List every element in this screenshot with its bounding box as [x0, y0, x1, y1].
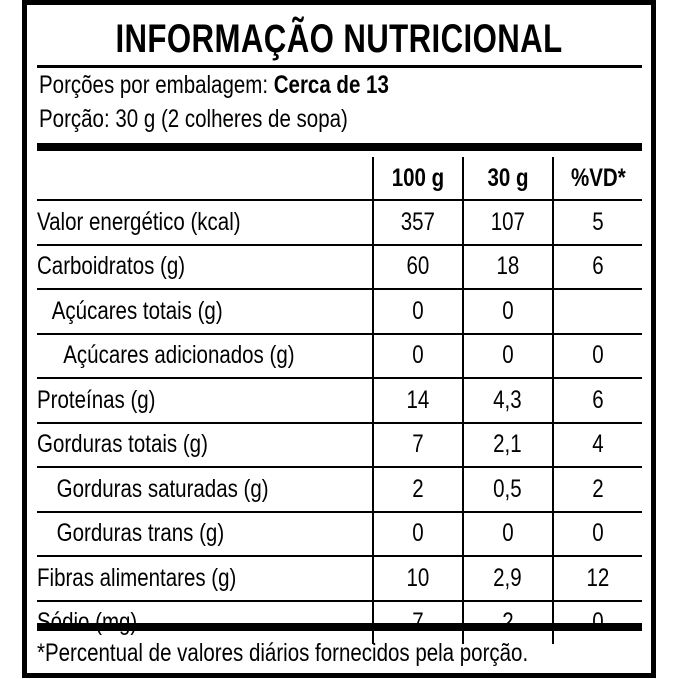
value-30g: 2,1 [461, 421, 553, 467]
value-30g: 0 [461, 332, 553, 378]
table-row: Fibras alimentares (g) 10 2,9 12 [37, 555, 642, 601]
value-daily-percent: 6 [551, 243, 642, 289]
servings-value: Cerca de 13 [273, 71, 389, 99]
value-100g: 10 [371, 555, 463, 601]
nutrient-label: Gorduras trans (g) [37, 510, 373, 556]
table-header: 100 g 30 g %VD* [37, 157, 642, 200]
value-daily-percent: 12 [551, 555, 642, 601]
value-30g: 0 [461, 288, 553, 334]
nutrition-facts-label: INFORMAÇÃO NUTRICIONAL Porções por embal… [22, 0, 656, 678]
value-daily-percent: 4 [551, 421, 642, 467]
value-100g: 7 [371, 599, 463, 644]
value-30g: 0,5 [461, 466, 553, 512]
nutrient-label: Açúcares totais (g) [37, 288, 373, 334]
value-100g: 357 [371, 199, 463, 245]
table-row: Gorduras saturadas (g) 2 0,5 2 [37, 466, 642, 512]
table-row: Carboidratos (g) 60 18 6 [37, 243, 642, 289]
value-30g: 4,3 [461, 377, 553, 423]
nutrient-label: Gorduras totais (g) [37, 421, 373, 467]
portion-size: Porção: 30 g (2 colheres de sopa) [39, 105, 348, 133]
value-100g: 0 [371, 288, 463, 334]
nutrient-label: Sódio (mg) [37, 599, 373, 644]
nutrient-label: Gorduras saturadas (g) [37, 466, 373, 512]
value-daily-percent: 0 [551, 510, 642, 556]
value-daily-percent: 0 [551, 332, 642, 378]
servings-label: Porções por embalagem: [39, 71, 274, 99]
value-100g: 0 [371, 332, 463, 378]
value-daily-percent: 0 [551, 599, 642, 644]
nutrient-label: Carboidratos (g) [37, 243, 373, 289]
column-header: %VD* [551, 157, 642, 200]
divider-thick [37, 143, 642, 151]
value-100g: 0 [371, 510, 463, 556]
value-30g: 2,9 [461, 555, 553, 601]
divider-thick [37, 623, 642, 631]
nutrient-label: Proteínas (g) [37, 377, 373, 423]
table-row: Valor energético (kcal) 357 107 5 [37, 199, 642, 245]
column-header: 30 g [461, 157, 553, 200]
nutrient-label: Açúcares adicionados (g) [37, 332, 373, 378]
column-header: 100 g [371, 157, 463, 200]
table-row: Gorduras totais (g) 7 2,1 4 [37, 421, 642, 467]
table-row: Proteínas (g) 14 4,3 6 [37, 377, 642, 423]
nutrition-table: 100 g 30 g %VD* Valor energético (kcal) 3… [37, 157, 642, 644]
servings-per-package: Porções por embalagem: Cerca de 13 [39, 71, 389, 100]
table-row: Sódio (mg)720 [37, 599, 642, 644]
value-100g: 14 [371, 377, 463, 423]
value-100g: 2 [371, 466, 463, 512]
value-30g: 18 [461, 243, 553, 289]
value-daily-percent: 6 [551, 377, 642, 423]
table-row: Açúcares totais (g) 0 0 [37, 288, 642, 334]
value-30g: 0 [461, 510, 553, 556]
value-daily-percent: 5 [551, 199, 642, 245]
nutrient-label: Fibras alimentares (g) [37, 555, 373, 601]
divider [37, 65, 642, 68]
label-title: INFORMAÇÃO NUTRICIONAL [115, 17, 563, 61]
value-30g: 107 [461, 199, 553, 245]
value-100g: 7 [371, 421, 463, 467]
nutrient-label: Valor energético (kcal) [37, 199, 373, 245]
value-daily-percent [551, 288, 642, 334]
value-30g: 2 [461, 599, 553, 644]
value-daily-percent: 2 [551, 466, 642, 512]
footnote: *Percentual de valores diários fornecido… [37, 639, 529, 667]
value-100g: 60 [371, 243, 463, 289]
table-row: Açúcares adicionados (g) 0 0 0 [37, 332, 642, 378]
table-row: Gorduras trans (g) 0 0 0 [37, 510, 642, 556]
